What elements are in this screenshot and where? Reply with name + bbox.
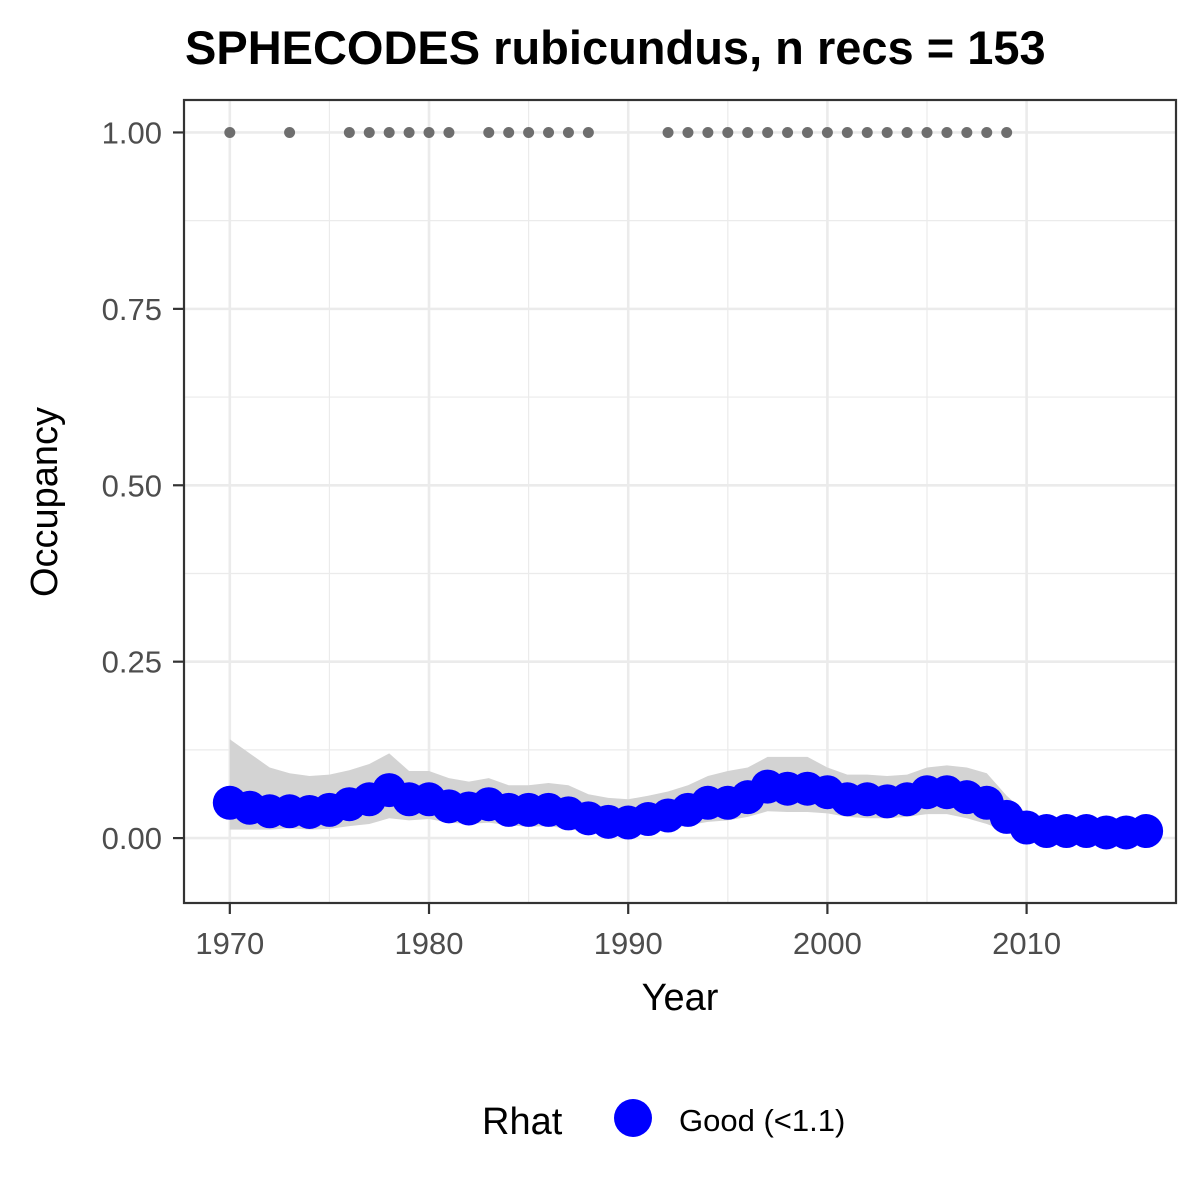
record-point (403, 126, 415, 138)
x-axis: 1970 1980 1990 2000 2010 (195, 903, 1061, 961)
record-point (762, 126, 774, 138)
record-point (483, 126, 495, 138)
record-point (981, 126, 993, 138)
x-tick-label: 2000 (793, 926, 862, 961)
occupancy-point (1129, 814, 1164, 849)
record-point (901, 126, 913, 138)
record-point (961, 126, 973, 138)
legend-title: Rhat (482, 1101, 563, 1143)
x-tick-label: 1990 (594, 926, 663, 961)
record-point (722, 126, 734, 138)
record-point (941, 126, 953, 138)
record-point (443, 126, 455, 138)
record-point (363, 126, 375, 138)
record-point (682, 126, 694, 138)
record-point (921, 126, 933, 138)
record-point (801, 126, 813, 138)
record-point (782, 126, 794, 138)
record-point (582, 126, 594, 138)
x-tick-label: 2010 (992, 926, 1061, 961)
record-point (821, 126, 833, 138)
record-point (343, 126, 355, 138)
record-point (383, 126, 395, 138)
chart-title: SPHECODES rubicundus, n recs = 153 (185, 21, 1046, 74)
record-point (562, 126, 574, 138)
record-point (662, 126, 674, 138)
record-point (224, 126, 236, 138)
record-point (861, 126, 873, 138)
y-axis: 0.00 0.25 0.50 0.75 1.00 (102, 115, 184, 856)
y-axis-title: Occupancy (24, 407, 66, 597)
y-tick-label: 1.00 (102, 115, 162, 150)
y-tick-label: 0.25 (102, 645, 162, 680)
panel-border (182, 98, 1178, 905)
y-tick-label: 0.00 (102, 821, 162, 856)
occupancy-points (212, 769, 1164, 850)
record-point (543, 126, 555, 138)
x-axis-title: Year (642, 977, 719, 1019)
legend-key-good (614, 1099, 652, 1137)
y-tick-label: 0.75 (102, 292, 162, 327)
record-point (284, 126, 296, 138)
y-tick-label: 0.50 (102, 468, 162, 503)
x-tick-label: 1970 (195, 926, 264, 961)
legend: Rhat Good (<1.1) (482, 1099, 845, 1143)
record-point (702, 126, 714, 138)
record-point (1001, 126, 1013, 138)
record-point (881, 126, 893, 138)
record-points (224, 126, 1013, 138)
legend-label-good: Good (<1.1) (679, 1103, 845, 1138)
record-point (742, 126, 754, 138)
record-point (523, 126, 535, 138)
record-point (423, 126, 435, 138)
x-tick-label: 1980 (395, 926, 464, 961)
grid-lines (184, 100, 1176, 903)
record-point (503, 126, 515, 138)
record-point (841, 126, 853, 138)
